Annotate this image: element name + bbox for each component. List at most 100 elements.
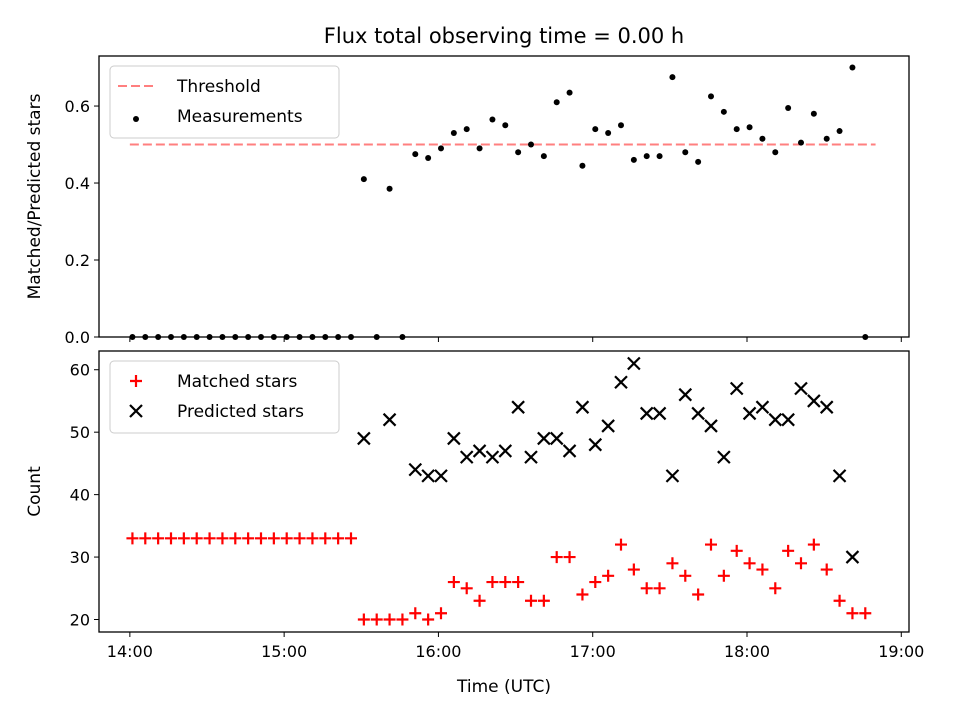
matched-star-point [679, 569, 692, 582]
matched-star-point [126, 532, 139, 545]
predicted-star-point [357, 431, 371, 446]
measurement-point [489, 116, 496, 123]
matched-star-point [563, 551, 576, 564]
matched-star-point [859, 607, 872, 620]
matched-star-point [653, 582, 666, 595]
legend-label: Predicted stars [177, 402, 304, 422]
y-tick-label: 30 [70, 548, 90, 567]
predicted-star-point [729, 381, 744, 396]
chart-title: Flux total observing time = 0.00 h [324, 24, 684, 48]
measurement-point [412, 151, 419, 158]
measurement-point [708, 93, 714, 100]
matched-star-point [409, 607, 422, 620]
measurement-point [695, 158, 702, 165]
x-tick-label: 18:00 [724, 642, 770, 661]
x-tick-label: 16:00 [415, 642, 461, 661]
predicted-star-point [549, 431, 564, 446]
y-axis-label: Matched/Predicted stars [25, 93, 45, 299]
matched-star-point [846, 607, 859, 620]
matched-star-point [267, 532, 280, 545]
predicted-star-point [408, 462, 423, 477]
matched-star-point [370, 613, 383, 626]
predicted-star-point [781, 412, 795, 427]
measurement-point [849, 64, 856, 71]
predicted-star-point [601, 419, 615, 433]
measurement-point [746, 124, 753, 131]
measurement-point [476, 145, 483, 152]
measurement-point [772, 149, 779, 156]
measurement-point [798, 139, 804, 146]
y-tick-label: 50 [70, 423, 90, 442]
measurement-point [836, 128, 843, 135]
predicted-star-point [678, 387, 693, 402]
predicted-star-point [652, 406, 667, 421]
matched-star-point [177, 532, 190, 545]
axes-frame [98, 55, 910, 338]
matched-star-point [255, 532, 267, 545]
measurement-point [605, 129, 612, 136]
matched-star-point [357, 613, 370, 626]
matched-star-point [666, 557, 679, 570]
measurement-point [515, 149, 522, 156]
predicted-star-point [459, 450, 474, 464]
legend-swatch-measurement [133, 116, 139, 122]
matched-star-point [139, 532, 152, 545]
y-tick-label: 20 [70, 611, 90, 630]
predicted-star-point [665, 469, 680, 483]
matched-star-point [550, 551, 563, 564]
legend-label: Threshold [176, 77, 261, 97]
x-axis-label: Time (UTC) [456, 677, 551, 697]
matched-star-point [640, 582, 653, 595]
matched-star-point [447, 576, 460, 589]
predicted-star-point [704, 419, 718, 433]
matched-star-point [383, 613, 396, 626]
matched-star-point [332, 532, 345, 545]
y-tick-label: 60 [70, 361, 90, 380]
measurement-point [618, 122, 624, 129]
measurement-point [592, 126, 599, 133]
matched-star-point [807, 538, 820, 551]
predicted-star-point [627, 356, 641, 371]
legend-swatch-matched [130, 375, 142, 387]
predicted-star-point [434, 469, 448, 483]
matched-star-point [396, 613, 409, 626]
legend-label: Measurements [177, 107, 303, 127]
legend-box [109, 360, 340, 434]
measurement-point [502, 122, 509, 129]
predicted-star-point [742, 406, 757, 421]
matched-star-point [165, 532, 177, 545]
matched-star-point [203, 532, 216, 545]
measurement-point [630, 156, 637, 163]
matched-star-point [435, 607, 447, 620]
predicted-star-point [614, 375, 628, 389]
matched-star-point [756, 563, 769, 576]
matched-star-point [216, 532, 229, 545]
measurement-point [579, 162, 586, 169]
ratio-panel: 0.0 0.2 0.4 0.6 Matched/Predicted stars Thres… [25, 55, 910, 347]
predicted-star-point [537, 431, 551, 446]
matched-star-point [820, 563, 833, 576]
measurement-point [720, 108, 727, 115]
predicted-star-point [382, 412, 397, 427]
x-tick-label: 19:00 [878, 642, 924, 661]
matched-star-point [705, 538, 717, 551]
matched-star-point [229, 532, 242, 545]
predicted-star-point [511, 400, 525, 414]
x-tick-label: 15:00 [261, 642, 307, 661]
predicted-star-point [845, 550, 860, 564]
measurement-point [656, 153, 663, 160]
matched-star-point [833, 594, 846, 607]
axes-frame [98, 350, 910, 633]
predicted-star-point [498, 444, 513, 458]
measurement-point [669, 74, 676, 81]
predicted-star-point [807, 394, 821, 408]
measurement-point [450, 129, 457, 136]
y-tick-label: 0.4 [65, 174, 90, 193]
y-tick-label: 0.2 [65, 251, 90, 270]
x-tick-label: 17:00 [570, 642, 616, 661]
matched-star-point [190, 532, 203, 545]
matched-star-point [306, 532, 319, 545]
predicted-star-point [819, 400, 834, 414]
matched-star-point [293, 532, 306, 545]
legend-box [109, 65, 340, 139]
